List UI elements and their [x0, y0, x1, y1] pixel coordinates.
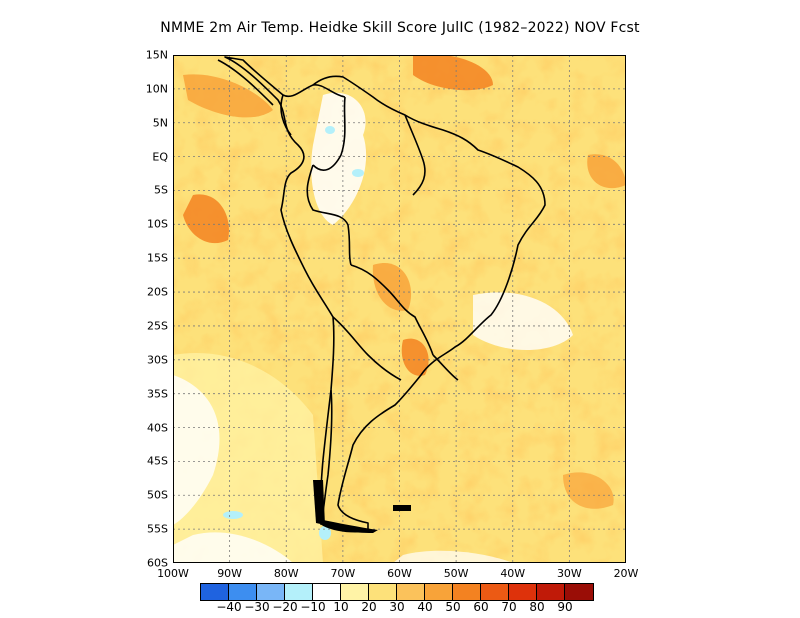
- colombia-venezuela-border: [312, 96, 346, 171]
- colorbar-label: 90: [557, 600, 573, 614]
- coastlines: [217, 56, 546, 533]
- lat-label: EQ: [152, 150, 168, 164]
- lat-label: 40S: [147, 421, 168, 435]
- colombia-border: [312, 84, 346, 98]
- lat-label: 10N: [145, 82, 168, 96]
- lat-label: 60S: [147, 556, 168, 570]
- colorbar-swatch: [341, 584, 369, 600]
- skill-high-pampas: [401, 338, 429, 376]
- central-america-coast: [217, 59, 274, 106]
- colorbar-swatch: [369, 584, 397, 600]
- lat-label: 10S: [147, 217, 168, 231]
- colorbar-swatch: [425, 584, 453, 600]
- lon-label: 40W: [500, 567, 526, 580]
- lat-label: 15S: [147, 251, 168, 265]
- skill-high-pacific-north: [183, 74, 273, 118]
- colorbar-label: 10: [333, 600, 349, 614]
- lon-label: 90W: [217, 567, 243, 580]
- colorbar-swatch: [537, 584, 565, 600]
- colorbar-label: 40: [417, 600, 433, 614]
- lat-label: 25S: [147, 319, 168, 333]
- lat-label: 5N: [152, 116, 168, 130]
- graticule: [173, 55, 626, 563]
- lat-label: 30S: [147, 353, 168, 367]
- lon-label: 30W: [556, 567, 582, 580]
- lon-label: 50W: [443, 567, 469, 580]
- tierra-del-fuego: [313, 480, 411, 533]
- colorbar-swatch: [257, 584, 285, 600]
- lat-label: 20S: [147, 285, 168, 299]
- colorbar-swatch: [481, 584, 509, 600]
- skill-high-chaco: [372, 263, 412, 311]
- colorbar-label: 70: [501, 600, 517, 614]
- colorbar-swatch: [229, 584, 257, 600]
- colorbar-label: −20: [272, 600, 298, 614]
- skill-none-drake: [393, 550, 513, 563]
- lat-label: 45S: [147, 454, 168, 468]
- colorbar-label: 30: [389, 600, 405, 614]
- skill-high-pacific-west: [183, 194, 229, 244]
- skill-negative-patch-3: [325, 126, 335, 134]
- skill-none-south: [173, 532, 293, 563]
- lat-label: 5S: [154, 183, 168, 197]
- lon-label: 80W: [273, 567, 299, 580]
- colorbar-swatch: [201, 584, 229, 600]
- skill-negative-patch-4: [352, 169, 364, 177]
- map-panel: [173, 55, 626, 563]
- skill-none-atlantic: [473, 292, 573, 350]
- colorbar-swatch: [509, 584, 537, 600]
- venezuela-guyana-border: [404, 114, 426, 196]
- lat-label: 15N: [145, 48, 168, 62]
- ecuador-border: [280, 94, 292, 136]
- map-frame: [173, 55, 626, 563]
- colorbar-label: −40: [216, 600, 242, 614]
- uruguay-border: [432, 354, 459, 381]
- colorbar-swatch: [565, 584, 593, 600]
- skill-score-map: [173, 55, 626, 563]
- lat-label: 55S: [147, 522, 168, 536]
- lon-label: 60W: [387, 567, 412, 580]
- skill-high-atlantic-east: [587, 154, 626, 189]
- skill-none-southwest: [173, 375, 220, 525]
- colorbar-swatch: [313, 584, 341, 600]
- chart-title: NMME 2m Air Temp. Heidke Skill Score Jul…: [160, 20, 640, 36]
- chile-argentina-north: [332, 316, 402, 381]
- colorbar-swatch: [453, 584, 481, 600]
- colorbar-label: 50: [445, 600, 461, 614]
- colorbar-swatch: [397, 584, 425, 600]
- colorbar-label: 20: [361, 600, 377, 614]
- skill-high-south-atlantic: [563, 472, 614, 509]
- lon-label: 100W: [157, 567, 189, 580]
- skill-high-caribbean: [413, 55, 493, 91]
- lat-label: 50S: [147, 488, 168, 502]
- lon-label: 70W: [330, 567, 356, 580]
- colorbar-swatch: [285, 584, 313, 600]
- colorbar-label: −30: [244, 600, 270, 614]
- lat-label: 35S: [147, 387, 168, 401]
- colorbar-label: 80: [529, 600, 545, 614]
- colorbar-label: −10: [300, 600, 326, 614]
- skill-negative-patch-1: [223, 511, 243, 519]
- south-america-coast: [224, 56, 546, 533]
- peru-brazil-border: [306, 164, 352, 266]
- colorbar: [200, 583, 594, 601]
- lon-label: 20W: [613, 567, 639, 580]
- bolivia-paraguay-border: [350, 264, 434, 356]
- colorbar-label: 60: [473, 600, 489, 614]
